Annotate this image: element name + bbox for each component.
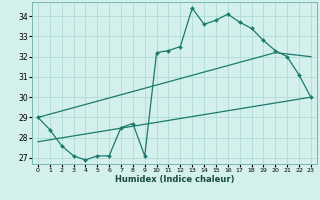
X-axis label: Humidex (Indice chaleur): Humidex (Indice chaleur) — [115, 175, 234, 184]
